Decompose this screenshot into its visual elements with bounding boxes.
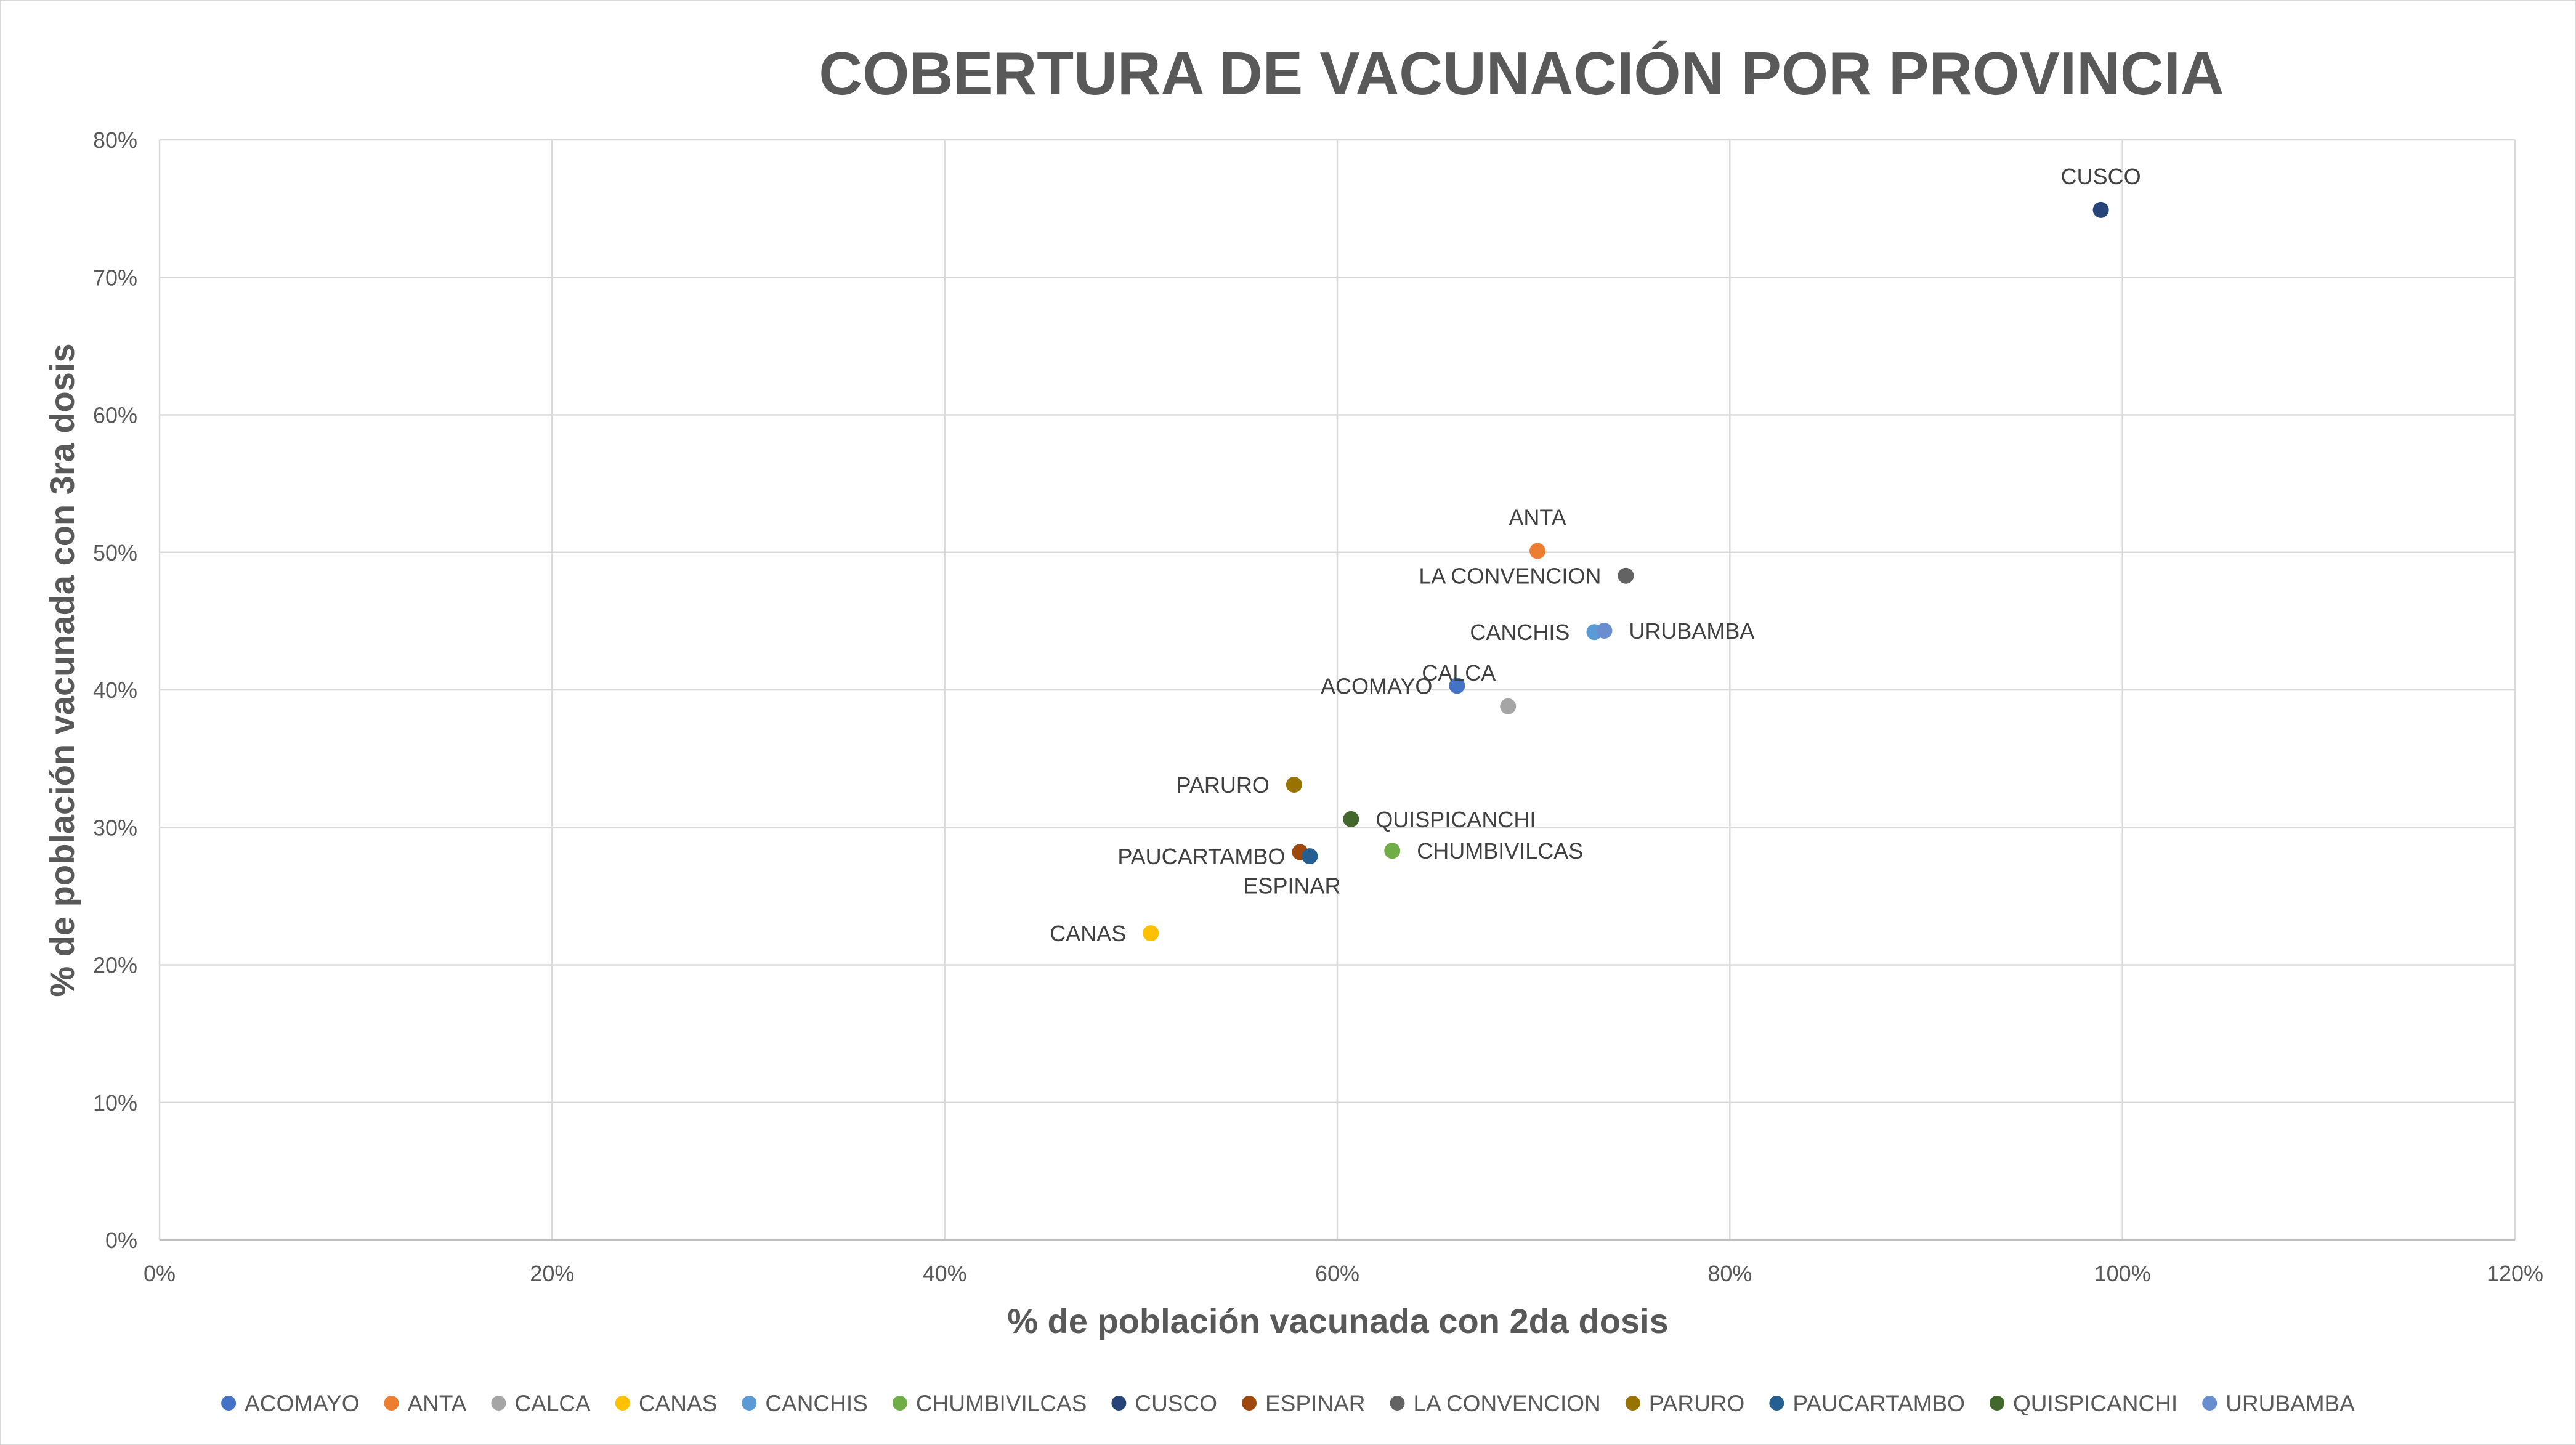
legend-marker	[742, 1396, 757, 1411]
data-label: CUSCO	[2061, 164, 2141, 189]
y-tick-label: 50%	[93, 540, 137, 565]
y-tick-label: 20%	[93, 953, 137, 978]
legend-item: CANAS	[615, 1391, 717, 1416]
gridlines	[158, 139, 2516, 1240]
data-point	[1596, 623, 1613, 639]
legend-label: CANAS	[639, 1391, 717, 1416]
data-label: CALCA	[1422, 660, 1496, 686]
data-point	[1143, 925, 1159, 942]
data-labels: ACOMAYO ANTA CALCA CANAS CANCHIS CHUMBIVILCAS…	[1050, 164, 2141, 946]
legend-item: CHUMBIVILCAS	[892, 1391, 1087, 1416]
data-label: LA CONVENCION	[1419, 564, 1601, 589]
data-point	[1618, 567, 1634, 584]
x-axis-ticks: 0% 20% 40% 60% 80% 100% 120%	[144, 1261, 2543, 1286]
x-axis-title: % de población vacunada con 2da dosis	[1007, 1301, 1669, 1340]
legend-item: CANCHIS	[742, 1391, 868, 1416]
legend-marker	[491, 1396, 506, 1411]
legend-marker	[1390, 1396, 1405, 1411]
y-tick-label: 80%	[93, 127, 137, 153]
data-point	[1302, 848, 1318, 865]
data-label: ESPINAR	[1243, 873, 1340, 898]
legend-label: CALCA	[514, 1391, 591, 1416]
legend-item: ESPINAR	[1242, 1391, 1365, 1416]
legend-label: CANCHIS	[765, 1391, 868, 1416]
y-tick-label: 30%	[93, 815, 137, 840]
data-label: PARURO	[1177, 772, 1270, 798]
y-tick-label: 40%	[93, 678, 137, 703]
data-label: ACOMAYO	[1321, 673, 1432, 698]
data-label: ANTA	[1509, 505, 1566, 530]
x-tick-label: 20%	[530, 1261, 574, 1286]
legend-label: ACOMAYO	[245, 1391, 359, 1416]
legend-marker	[384, 1396, 399, 1411]
legend-label: CHUMBIVILCAS	[916, 1391, 1087, 1416]
legend-label: QUISPICANCHI	[2013, 1391, 2177, 1416]
data-point	[1286, 777, 1302, 793]
data-label: CANAS	[1050, 921, 1126, 946]
legend-label: ESPINAR	[1265, 1391, 1365, 1416]
legend-marker	[1625, 1396, 1640, 1411]
x-tick-label: 100%	[2094, 1261, 2151, 1286]
legend-label: ANTA	[408, 1391, 467, 1416]
y-tick-label: 70%	[93, 265, 137, 290]
legend-marker	[221, 1396, 237, 1411]
data-point	[1384, 843, 1401, 859]
legend: ACOMAYO ANTA CALCA CANAS CANCHIS CHUMBIVILCAS…	[221, 1391, 2355, 1416]
legend-label: PARURO	[1649, 1391, 1745, 1416]
x-tick-label: 40%	[923, 1261, 967, 1286]
data-label: CANCHIS	[1470, 620, 1569, 645]
legend-label: URUBAMBA	[2226, 1391, 2355, 1416]
chart-title: COBERTURA DE VACUNACIÓN POR PROVINCIA	[819, 39, 2224, 107]
legend-item: ACOMAYO	[221, 1391, 360, 1416]
legend-item: CUSCO	[1111, 1391, 1217, 1416]
x-tick-label: 120%	[2487, 1261, 2543, 1286]
data-point	[1343, 811, 1359, 827]
x-tick-label: 60%	[1315, 1261, 1359, 1286]
legend-item: ANTA	[384, 1391, 467, 1416]
data-label: PAUCARTAMBO	[1117, 844, 1285, 869]
legend-item: URUBAMBA	[2202, 1391, 2355, 1416]
legend-label: CUSCO	[1135, 1391, 1217, 1416]
legend-label: LA CONVENCION	[1413, 1391, 1600, 1416]
legend-item: CALCA	[491, 1391, 591, 1416]
x-tick-label: 80%	[1707, 1261, 1752, 1286]
legend-marker	[1242, 1396, 1257, 1411]
legend-marker	[1989, 1396, 2004, 1411]
data-point	[1449, 678, 1465, 694]
data-label: CHUMBIVILCAS	[1417, 838, 1583, 864]
y-tick-label: 60%	[93, 403, 137, 428]
y-axis-ticks: 0% 10% 20% 30% 40% 50% 60% 70% 80%	[93, 127, 137, 1253]
y-tick-label: 0%	[105, 1228, 137, 1253]
legend-item: PAUCARTAMBO	[1769, 1391, 1965, 1416]
data-label: URUBAMBA	[1629, 618, 1754, 644]
x-tick-label: 0%	[144, 1261, 176, 1286]
legend-item: LA CONVENCION	[1390, 1391, 1601, 1416]
legend-marker	[615, 1396, 630, 1411]
legend-marker	[1769, 1396, 1784, 1411]
data-point	[1500, 698, 1517, 714]
y-axis-title: % de población vacunada con 3ra dosis	[43, 343, 81, 997]
data-points	[1143, 201, 2109, 942]
legend-marker	[2202, 1396, 2218, 1411]
legend-marker	[1111, 1396, 1127, 1411]
legend-item: QUISPICANCHI	[1989, 1391, 2177, 1416]
legend-item: PARURO	[1625, 1391, 1745, 1416]
legend-label: PAUCARTAMBO	[1792, 1391, 1965, 1416]
data-label: QUISPICANCHI	[1375, 807, 1536, 832]
legend-marker	[892, 1396, 907, 1411]
y-tick-label: 10%	[93, 1090, 137, 1115]
data-point	[1529, 543, 1546, 559]
data-point	[2092, 201, 2109, 218]
